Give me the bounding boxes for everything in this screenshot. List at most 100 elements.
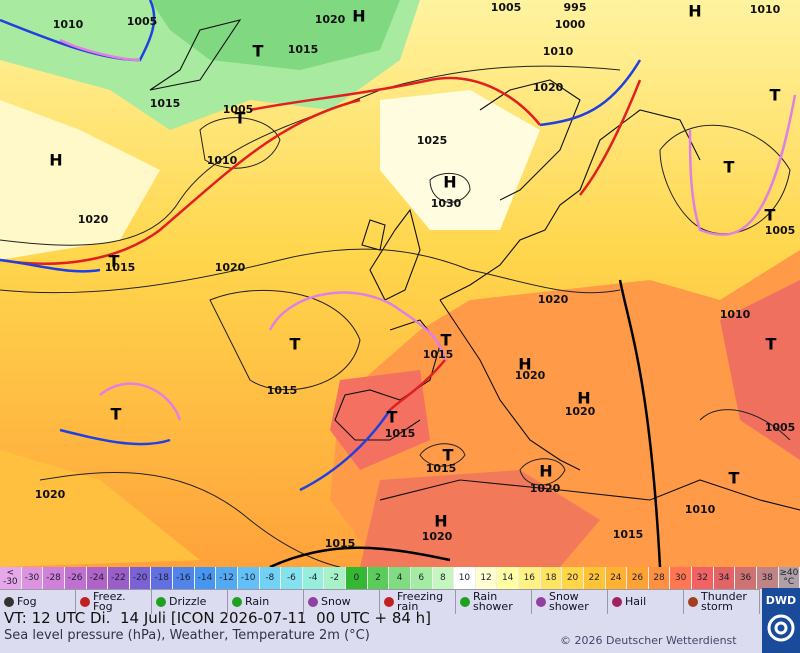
pressure-label: 1015 — [325, 537, 356, 550]
scale-cell: -22 — [108, 567, 130, 589]
scale-cell: 32 — [692, 567, 714, 589]
pressure-label: 1010 — [543, 45, 574, 58]
pressure-label: 1015 — [423, 348, 454, 361]
scale-cell: -18 — [151, 567, 173, 589]
scale-cell: < -30 — [0, 567, 22, 589]
scale-cell: 34 — [713, 567, 736, 589]
copyright: © 2026 Deutscher Wetterdienst — [560, 634, 737, 647]
scale-cell: 2 — [367, 567, 390, 589]
pressure-label: 1010 — [720, 308, 751, 321]
scale-cell: -24 — [86, 567, 109, 589]
scale-cell: 10 — [454, 567, 476, 589]
scale-cell: -16 — [173, 567, 195, 589]
pressure-label: 1005 — [127, 15, 158, 28]
scale-cell: 26 — [627, 567, 649, 589]
weather-legend-item: Fog — [0, 590, 76, 614]
pressure-center: H — [518, 355, 531, 374]
weather-label: Rain — [245, 595, 270, 608]
pressure-center: T — [766, 335, 777, 354]
temperature-field — [0, 100, 160, 260]
scale-cell: -6 — [281, 567, 303, 589]
weather-legend-item: Rain shower — [456, 590, 532, 614]
pressure-label: 1030 — [431, 197, 462, 210]
isobars — [0, 65, 791, 567]
temperature-field — [330, 370, 430, 470]
pressure-center: T — [770, 86, 781, 105]
weather-label: Snow shower — [549, 590, 589, 613]
scale-cell: ≥40 °C — [778, 567, 800, 589]
map: 1010 1005 1020 1005 995 1000 1010 1015 1015 1005 1… — [0, 0, 800, 567]
logo-icon — [767, 614, 795, 642]
scale-cell: 38 — [756, 567, 779, 589]
pressure-label: 1020 — [78, 213, 109, 226]
scale-cell: 30 — [670, 567, 692, 589]
pressure-center: T — [109, 252, 120, 271]
pressure-label: 1020 — [315, 13, 346, 26]
temperature-field — [720, 280, 800, 460]
temperature-field — [360, 470, 600, 567]
scale-cell: 8 — [432, 567, 455, 589]
weather-label: Fog — [17, 595, 37, 608]
pressure-label: 1020 — [35, 488, 66, 501]
pressure-center: T — [290, 335, 301, 354]
scale-cell: 24 — [605, 567, 628, 589]
weather-label: Thunder storm — [701, 590, 747, 613]
pressure-centers: H T T H T T T T T H H T H H T T T T H H T — [49, 2, 780, 531]
scale-cell: 20 — [562, 567, 584, 589]
scale-cell: -30 — [21, 567, 44, 589]
temperature-field — [0, 450, 200, 567]
weather-legend-item: Hail — [608, 590, 684, 614]
pressure-center: T — [765, 206, 776, 225]
pressure-center: H — [49, 151, 62, 170]
pressure-center: H — [688, 2, 701, 21]
weather-legend-item: Snow shower — [532, 590, 608, 614]
scale-cell: -2 — [324, 567, 346, 589]
weather-icon — [80, 597, 90, 607]
fronts — [0, 0, 797, 567]
weather-icon — [460, 597, 470, 607]
coastlines — [149, 19, 800, 511]
pressure-label: 1015 — [150, 97, 181, 110]
pressure-label: 1010 — [750, 3, 781, 16]
pressure-label: 1000 — [555, 18, 586, 31]
scale-cell: 6 — [410, 567, 433, 589]
scale-cell: -26 — [64, 567, 87, 589]
weather-legend: Fog Freez. Fog Drizzle Rain Snow Freezing rai… — [0, 589, 760, 614]
pressure-label: 1010 — [53, 18, 84, 31]
pressure-center: T — [235, 109, 246, 128]
pressure-center: H — [352, 7, 365, 26]
pressure-center: H — [577, 389, 590, 408]
temperature-field — [380, 90, 540, 230]
scale-cell: 18 — [540, 567, 563, 589]
dwd-logo: DWD — [762, 588, 800, 653]
weather-legend-item: Thunder storm — [684, 590, 760, 614]
pressure-center: H — [539, 462, 552, 481]
scale-cell: 12 — [475, 567, 498, 589]
weather-label: Freezing rain — [397, 590, 444, 613]
weather-legend-item: Freez. Fog — [76, 590, 152, 614]
scale-cell: 16 — [519, 567, 541, 589]
weather-icon — [232, 597, 242, 607]
pressure-label: 1015 — [385, 427, 416, 440]
pressure-label: 1005 — [491, 1, 522, 14]
weather-icon — [308, 597, 318, 607]
weather-label: Drizzle — [169, 595, 207, 608]
pressure-label: 1010 — [207, 154, 238, 167]
weather-icon — [688, 597, 698, 607]
pressure-center: T — [724, 158, 735, 177]
scale-cell: -20 — [129, 567, 152, 589]
pressure-label: 1005 — [223, 103, 254, 116]
pressure-label: 1020 — [530, 482, 561, 495]
valid-time: VT: 12 UTC Di. 14 Juli [ICON 2026-07-11 … — [4, 609, 432, 627]
pressure-label: 1020 — [515, 369, 546, 382]
weather-icon — [156, 597, 166, 607]
pressure-center: T — [443, 446, 454, 465]
weather-icon — [536, 597, 546, 607]
weather-label: Rain shower — [473, 590, 513, 613]
pressure-center: H — [434, 512, 447, 531]
pressure-label: 1005 — [765, 421, 796, 434]
pressure-label: 1020 — [422, 530, 453, 543]
pressure-center: T — [441, 331, 452, 350]
pressure-label: 1010 — [685, 503, 716, 516]
